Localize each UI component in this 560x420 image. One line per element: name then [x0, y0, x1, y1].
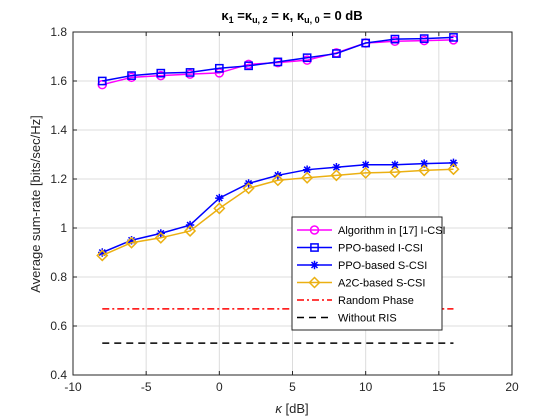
data-point: [330, 169, 343, 182]
legend-entry: Algorithm in [17] I-CSI: [297, 225, 446, 237]
legend-marker: [309, 225, 320, 235]
data-point: [420, 159, 429, 168]
data-point: [361, 38, 371, 48]
title-tail: = 0 dB: [320, 8, 363, 23]
data-point: [125, 236, 138, 249]
y-axis-label: Average sum-rate [bits/sec/Hz]: [28, 115, 43, 293]
data-point: [154, 231, 167, 244]
data-point: [302, 53, 312, 63]
series-2: [97, 33, 458, 86]
data-point: [213, 202, 226, 215]
legend-label: PPO-based I-CSI: [338, 243, 423, 255]
data-point: [302, 165, 312, 174]
legend-label: A2C-based S-CSI: [338, 278, 425, 290]
data-point: [447, 163, 460, 176]
y-tick-label: 0.6: [50, 319, 67, 333]
x-tick-label: 10: [359, 380, 373, 394]
ticks: -10 -5 0 5 10 15 20 0.4 0.6 0.8 1 1.2 1.4 1.6 1.8: [50, 25, 519, 394]
x-axis-unit: [dB]: [282, 401, 309, 416]
legend-marker: [310, 260, 319, 270]
legend-entry: A2C-based S-CSI: [297, 276, 425, 290]
data-point: [359, 166, 372, 179]
y-tick-label: 0.8: [50, 270, 67, 284]
data-point: [449, 158, 458, 168]
legend-label: Random Phase: [338, 295, 414, 307]
data-point: [390, 34, 400, 44]
legend-marker: [310, 243, 319, 252]
x-tick-label: -5: [141, 380, 152, 394]
x-tick-label: -10: [64, 380, 82, 394]
legend-label: Without RIS: [338, 313, 397, 325]
y-tick-label: 1.2: [50, 172, 67, 186]
x-axis-label: κ [dB]: [275, 401, 308, 416]
legend-label: Algorithm in [17] I-CSI: [338, 225, 446, 237]
data-point: [127, 236, 136, 245]
data-point: [332, 163, 341, 172]
title-sub-3: u, 0: [304, 15, 320, 25]
data-point: [98, 248, 107, 257]
legend-entry: PPO-based I-CSI: [297, 243, 423, 255]
data-point: [127, 71, 136, 80]
x-tick-label: 0: [216, 380, 223, 394]
data-point: [156, 68, 166, 78]
data-point: [215, 193, 224, 203]
x-tick-label: 5: [289, 380, 296, 394]
data-point: [97, 76, 107, 86]
x-axis-symbol: κ: [275, 401, 283, 416]
data-point: [214, 63, 224, 73]
title-kappa: κ: [221, 8, 229, 23]
legend-box: [291, 216, 443, 331]
series-4: [96, 163, 460, 262]
data-point: [96, 249, 109, 262]
chart-title: κ1 =κu, 2 = κ, κu, 0 = 0 dB: [221, 8, 362, 25]
title-sub-1: 1: [229, 15, 234, 25]
data-point: [184, 224, 197, 238]
y-tick-label: 0.4: [50, 368, 67, 382]
data-point: [449, 33, 458, 42]
series-line: [102, 36, 454, 82]
data-point: [332, 49, 341, 58]
y-tick-label: 1.4: [50, 123, 67, 137]
data-point: [273, 57, 283, 67]
data-point: [419, 34, 429, 43]
x-tick-label: 20: [505, 380, 519, 394]
legend-entry: Without RIS: [297, 313, 397, 325]
legend-entry: PPO-based S-CSI: [297, 260, 427, 272]
legend-entry: Random Phase: [297, 295, 414, 307]
data-point: [271, 174, 284, 187]
legend-marker: [308, 276, 321, 289]
data-point: [388, 166, 401, 179]
title-sub-2: u, 2: [252, 15, 268, 25]
data-point: [301, 171, 314, 184]
data-point: [418, 164, 431, 177]
data-point: [244, 61, 253, 71]
y-tick-label: 1.8: [50, 25, 67, 39]
title-eq-1: =κ: [234, 8, 253, 23]
title-eq-2: = κ, κ: [268, 8, 305, 23]
data-point: [242, 182, 255, 195]
data-point: [185, 68, 195, 77]
y-tick-label: 1: [60, 221, 67, 235]
data-point: [390, 160, 400, 169]
data-point: [361, 160, 370, 169]
legend: Algorithm in [17] I-CSI PPO-based I-CSI PP…: [291, 216, 446, 331]
y-tick-label: 1.6: [50, 74, 67, 88]
series-layer: [96, 33, 460, 344]
legend-label: PPO-based S-CSI: [338, 260, 427, 272]
x-tick-label: 15: [432, 380, 446, 394]
series-line: [101, 168, 454, 257]
